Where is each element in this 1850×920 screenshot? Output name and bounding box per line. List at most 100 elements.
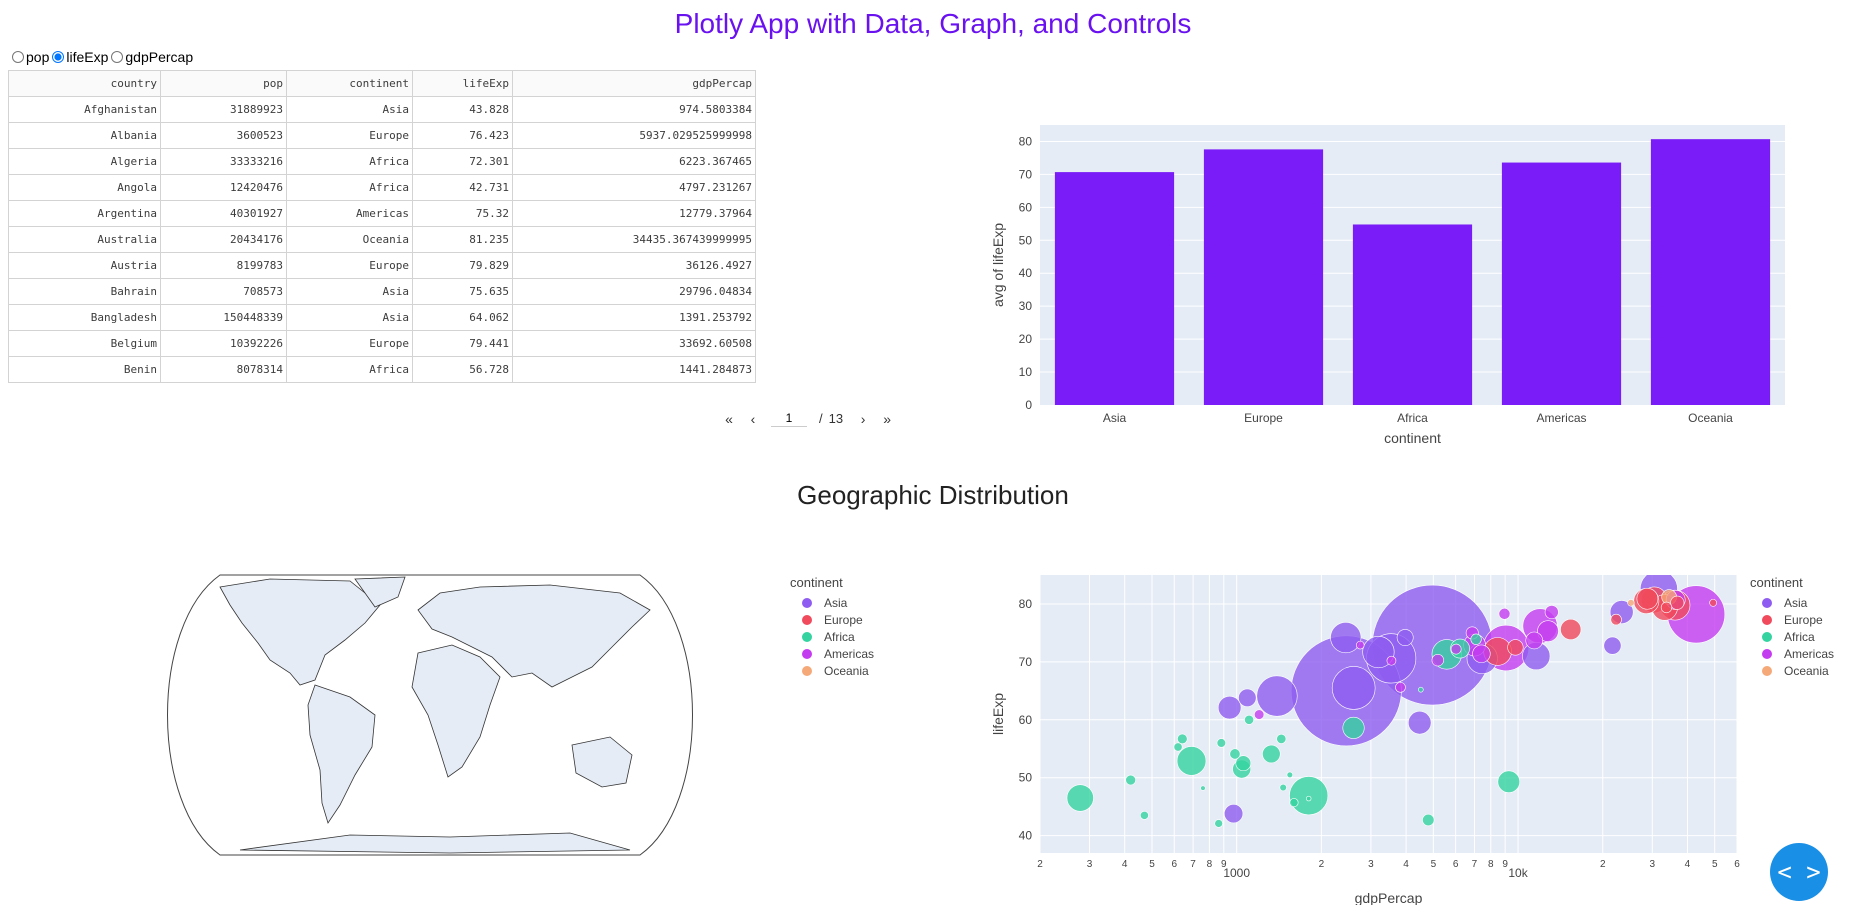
scatter-point-africa[interactable]	[1229, 748, 1241, 760]
scatter-point-africa[interactable]	[1276, 733, 1287, 744]
table-cell-continent[interactable]: Africa	[286, 174, 413, 201]
table-cell-gdppercap[interactable]: 34435.367439999995	[512, 226, 756, 253]
prev-page-button[interactable]: ‹	[750, 410, 756, 427]
table-cell-continent[interactable]: Americas	[286, 200, 413, 227]
scatter-point-africa[interactable]	[1497, 770, 1521, 794]
table-cell-pop[interactable]: 150448339	[160, 304, 287, 331]
scatter-point-africa[interactable]	[1214, 819, 1223, 828]
radio-option-gdppercap[interactable]: gdpPercap	[111, 49, 193, 65]
table-cell-country[interactable]: Bahrain	[8, 278, 161, 305]
table-cell-gdppercap[interactable]: 974.5803384	[512, 96, 756, 123]
scatter-point-europe[interactable]	[1507, 639, 1524, 656]
table-cell-pop[interactable]: 31889923	[160, 96, 287, 123]
table-cell-lifeexp[interactable]: 75.635	[412, 278, 513, 305]
page-number-input[interactable]	[771, 410, 807, 427]
table-row[interactable]: Afghanistan 31889923 Asia 43.828 974.5803384	[8, 96, 756, 123]
table-cell-continent[interactable]: Asia	[286, 304, 413, 331]
scatter-point-asia[interactable]	[1396, 629, 1414, 646]
table-cell-lifeexp[interactable]: 75.32	[412, 200, 513, 227]
table-cell-gdppercap[interactable]: 36126.4927	[512, 252, 756, 279]
scatter-point-europe[interactable]	[1709, 598, 1717, 607]
legend-item-americas[interactable]: Americas	[1762, 645, 1834, 662]
table-cell-continent[interactable]: Europe	[286, 252, 413, 279]
table-cell-country[interactable]: Albania	[8, 122, 161, 149]
table-row[interactable]: Argentina 40301927 Americas 75.32 12779.3796…	[8, 200, 756, 227]
scatter-point-oceania[interactable]	[1627, 599, 1635, 607]
bar-americas[interactable]	[1501, 162, 1622, 405]
scatter-point-africa[interactable]	[1176, 746, 1207, 776]
table-cell-country[interactable]: Bangladesh	[8, 304, 161, 331]
legend-item-oceania[interactable]: Oceania	[802, 662, 874, 679]
scatter-point-asia[interactable]	[1407, 710, 1432, 735]
table-row[interactable]: Albania 3600523 Europe 76.423 5937.029525999…	[8, 122, 756, 149]
table-cell-lifeexp[interactable]: 72.301	[412, 148, 513, 175]
table-cell-gdppercap[interactable]: 29796.04834	[512, 278, 756, 305]
table-cell-continent[interactable]: Asia	[286, 96, 413, 123]
next-page-button[interactable]: ›	[860, 410, 866, 427]
legend-item-africa[interactable]: Africa	[1762, 628, 1834, 645]
table-cell-continent[interactable]: Oceania	[286, 226, 413, 253]
table-cell-lifeexp[interactable]: 76.423	[412, 122, 513, 149]
scatter-point-africa[interactable]	[1066, 784, 1094, 812]
table-cell-country[interactable]: Australia	[8, 226, 161, 253]
legend-item-americas[interactable]: Americas	[802, 645, 874, 662]
scatter-point-africa[interactable]	[1289, 798, 1299, 808]
legend-item-asia[interactable]: Asia	[1762, 594, 1834, 611]
table-cell-pop[interactable]: 20434176	[160, 226, 287, 253]
table-cell-continent[interactable]: Africa	[286, 148, 413, 175]
scatter-point-africa[interactable]	[1177, 733, 1188, 745]
radio-input-pop[interactable]	[12, 51, 24, 63]
scatter-point-americas[interactable]	[1431, 653, 1444, 667]
column-header-country[interactable]: country	[8, 70, 161, 97]
scatter-point-africa[interactable]	[1422, 813, 1435, 827]
scatter-point-africa[interactable]	[1173, 742, 1183, 752]
scatter-point-africa[interactable]	[1200, 785, 1206, 791]
scatter-point-europe[interactable]	[1560, 618, 1582, 640]
table-cell-pop[interactable]: 8199783	[160, 252, 287, 279]
scatter-point-africa[interactable]	[1418, 686, 1424, 693]
legend-item-europe[interactable]: Europe	[1762, 611, 1834, 628]
table-cell-country[interactable]: Benin	[8, 356, 161, 383]
scatter-point-africa[interactable]	[1235, 755, 1252, 772]
table-cell-country[interactable]: Austria	[8, 252, 161, 279]
table-cell-gdppercap[interactable]: 33692.60508	[512, 330, 756, 357]
table-row[interactable]: Austria 8199783 Europe 79.829 36126.4927	[8, 252, 756, 279]
scatter-point-africa[interactable]	[1279, 783, 1287, 792]
table-cell-country[interactable]: Afghanistan	[8, 96, 161, 123]
table-cell-lifeexp[interactable]: 79.829	[412, 252, 513, 279]
scatter-point-africa[interactable]	[1342, 716, 1365, 739]
table-cell-country[interactable]: Argentina	[8, 200, 161, 227]
legend-item-oceania[interactable]: Oceania	[1762, 662, 1834, 679]
scatter-point-asia[interactable]	[1362, 635, 1395, 669]
table-cell-lifeexp[interactable]: 43.828	[412, 96, 513, 123]
scatter-point-americas[interactable]	[1544, 605, 1559, 620]
table-cell-lifeexp[interactable]: 42.731	[412, 174, 513, 201]
table-cell-continent[interactable]: Asia	[286, 278, 413, 305]
column-header-pop[interactable]: pop	[160, 70, 287, 97]
radio-input-lifeexp[interactable]	[52, 51, 65, 63]
scatter-point-europe[interactable]	[1610, 613, 1622, 626]
table-cell-continent[interactable]: Europe	[286, 122, 413, 149]
legend-item-asia[interactable]: Asia	[802, 594, 874, 611]
table-row[interactable]: Belgium 10392226 Europe 79.441 33692.60508	[8, 330, 756, 357]
table-cell-country[interactable]: Angola	[8, 174, 161, 201]
table-row[interactable]: Bahrain 708573 Asia 75.635 29796.04834	[8, 278, 756, 305]
legend-item-europe[interactable]: Europe	[802, 611, 874, 628]
table-cell-pop[interactable]: 40301927	[160, 200, 287, 227]
table-cell-continent[interactable]: Africa	[286, 356, 413, 383]
table-cell-gdppercap[interactable]: 1441.284873	[512, 356, 756, 383]
table-cell-gdppercap[interactable]: 12779.37964	[512, 200, 756, 227]
table-cell-pop[interactable]: 708573	[160, 278, 287, 305]
scatter-point-americas[interactable]	[1254, 709, 1265, 720]
radio-input-gdppercap[interactable]	[111, 51, 124, 63]
scatter-point-africa[interactable]	[1244, 714, 1255, 725]
bar-africa[interactable]	[1352, 224, 1473, 405]
scatter-point-americas[interactable]	[1386, 655, 1397, 666]
table-cell-pop[interactable]: 33333216	[160, 148, 287, 175]
scatter-point-africa[interactable]	[1306, 795, 1312, 802]
scatter-point-europe[interactable]	[1670, 595, 1685, 610]
scatter-point-asia[interactable]	[1256, 675, 1298, 717]
table-row[interactable]: Australia 20434176 Oceania 81.235 34435.3674…	[8, 226, 756, 253]
table-cell-pop[interactable]: 3600523	[160, 122, 287, 149]
scatter-point-asia[interactable]	[1603, 636, 1622, 655]
